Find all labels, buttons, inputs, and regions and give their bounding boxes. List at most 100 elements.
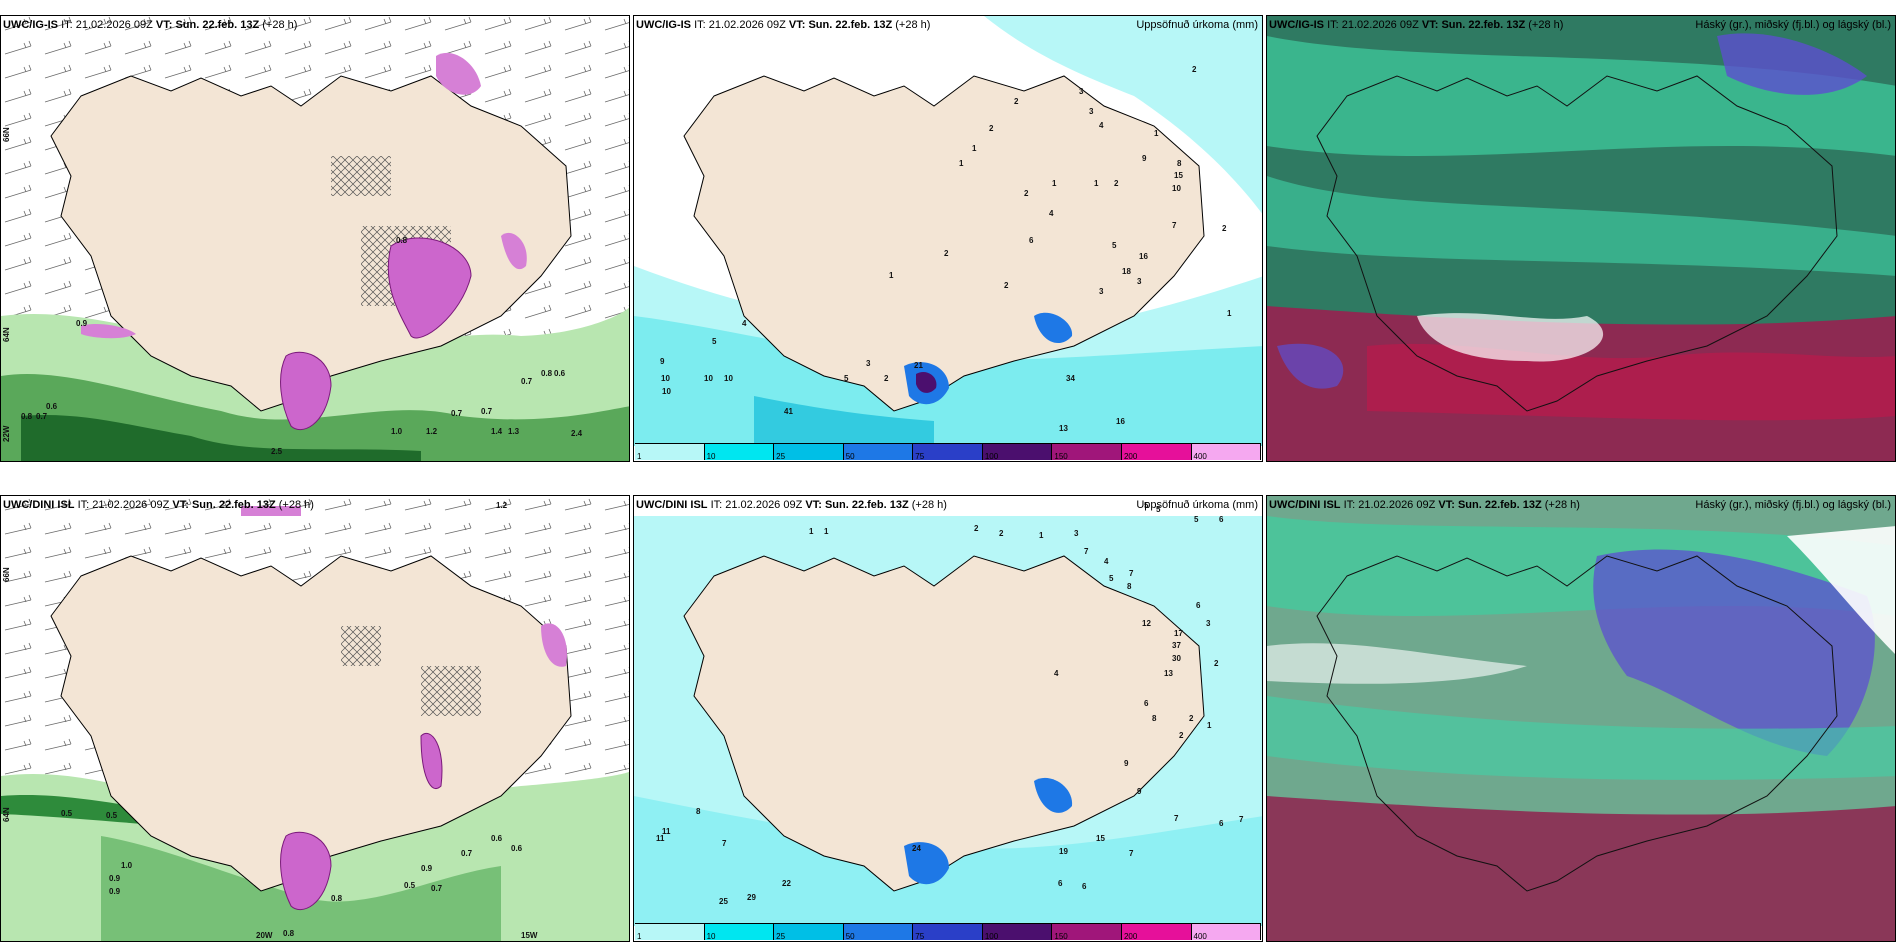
panel-wind-precip-dini: UWC/DINI ISL IT: 21.02.2026 09Z VT: Sun.…	[0, 495, 630, 942]
svg-text:0.6: 0.6	[511, 844, 523, 853]
svg-text:66N: 66N	[2, 127, 11, 142]
legend-cell: 100	[982, 444, 1053, 461]
svg-text:5: 5	[1109, 574, 1114, 583]
svg-text:5: 5	[1156, 505, 1161, 514]
svg-text:2: 2	[1004, 281, 1009, 290]
svg-text:0.7: 0.7	[431, 884, 443, 893]
svg-text:2.5: 2.5	[271, 447, 283, 456]
svg-text:5: 5	[712, 337, 717, 346]
svg-text:0.7: 0.7	[461, 849, 473, 858]
svg-text:0.9: 0.9	[421, 864, 433, 873]
svg-text:7: 7	[1129, 569, 1134, 578]
svg-text:1.0: 1.0	[391, 427, 403, 436]
svg-text:0.9: 0.9	[109, 874, 121, 883]
svg-text:2: 2	[1214, 659, 1219, 668]
svg-text:10: 10	[724, 374, 733, 383]
map-svg: 0.8 0.6 0.7 0.9 0.8 0.7 0.7 1.0 1.2 0.7 …	[1, 16, 629, 461]
panel-header: UWC/IG-IS IT: 21.02.2026 09Z VT: Sun. 22…	[1269, 19, 1564, 31]
svg-text:2: 2	[1192, 65, 1197, 74]
svg-text:13: 13	[1164, 669, 1173, 678]
legend-cell: 1	[635, 444, 705, 461]
legend-cell: 10	[704, 444, 775, 461]
svg-text:0.5: 0.5	[404, 881, 416, 890]
svg-text:15W: 15W	[521, 931, 538, 940]
svg-text:2: 2	[1114, 179, 1119, 188]
svg-text:11: 11	[656, 834, 665, 843]
legend-cell: 75	[913, 924, 983, 941]
svg-text:0.7: 0.7	[521, 377, 533, 386]
svg-text:8: 8	[1152, 714, 1157, 723]
svg-text:22: 22	[782, 879, 791, 888]
svg-text:0.6: 0.6	[554, 369, 566, 378]
svg-text:1.2: 1.2	[426, 427, 438, 436]
legend-cell: 150	[1052, 444, 1122, 461]
map-svg	[1267, 16, 1895, 461]
svg-text:7: 7	[1239, 815, 1244, 824]
panel-cloud-dini: UWC/DINI ISL IT: 21.02.2026 09Z VT: Sun.…	[1266, 495, 1896, 942]
legend-label: 150	[1054, 452, 1068, 461]
legend-label: 400	[1193, 932, 1207, 941]
svg-text:21: 21	[914, 361, 923, 370]
svg-text:3: 3	[1079, 87, 1084, 96]
svg-text:9: 9	[1124, 759, 1129, 768]
legend-cell: 75	[913, 444, 983, 461]
svg-text:15: 15	[1174, 171, 1183, 180]
svg-text:2: 2	[1222, 224, 1227, 233]
svg-text:8: 8	[1177, 159, 1182, 168]
svg-text:2: 2	[1014, 97, 1019, 106]
svg-text:30: 30	[1172, 654, 1181, 663]
svg-text:25: 25	[719, 897, 728, 906]
panel-header: UWC/DINI ISL IT: 21.02.2026 09Z VT: Sun.…	[3, 499, 314, 511]
legend-label: 200	[1123, 932, 1138, 941]
svg-text:4: 4	[1049, 209, 1054, 218]
svg-text:13: 13	[1059, 424, 1068, 433]
panel-title-right: Uppsöfnuð úrkoma (mm)	[1136, 499, 1258, 511]
svg-text:22W: 22W	[2, 425, 11, 442]
svg-text:2: 2	[1024, 189, 1029, 198]
svg-text:0.6: 0.6	[491, 834, 503, 843]
svg-text:6: 6	[1058, 879, 1063, 888]
svg-text:3: 3	[1137, 277, 1142, 286]
svg-text:24: 24	[912, 844, 921, 853]
iceland-land	[50, 555, 572, 892]
legend-cell: 10	[704, 924, 775, 941]
svg-text:15: 15	[1096, 834, 1105, 843]
svg-text:12: 12	[1142, 619, 1151, 628]
legend-label: 100	[984, 932, 999, 941]
svg-text:6: 6	[1144, 699, 1149, 708]
svg-text:1: 1	[1052, 179, 1057, 188]
svg-text:7: 7	[1172, 221, 1177, 230]
svg-text:9: 9	[1137, 787, 1142, 796]
map-svg: 2 3 3 4 2 2 1 1 2 1 1 1 9 8 15 10 7 2 4 …	[634, 16, 1262, 446]
iceland-land	[50, 75, 572, 412]
svg-text:6: 6	[1082, 882, 1087, 891]
svg-text:1.2: 1.2	[496, 501, 508, 510]
panel-header: UWC/DINI ISL IT: 21.02.2026 09Z VT: Sun.…	[1269, 499, 1580, 511]
svg-text:9: 9	[660, 357, 665, 366]
svg-text:1: 1	[1154, 129, 1159, 138]
svg-text:1.3: 1.3	[508, 427, 520, 436]
legend-label: 10	[706, 932, 716, 941]
legend-label: 25	[776, 452, 786, 461]
legend-cell: 200	[1121, 444, 1192, 461]
svg-text:7: 7	[1174, 814, 1179, 823]
legend-label: 150	[1054, 932, 1068, 941]
legend-label: 50	[845, 932, 855, 941]
legend-label: 1	[637, 452, 642, 461]
svg-text:0.9: 0.9	[76, 319, 88, 328]
svg-text:19: 19	[1059, 847, 1068, 856]
panel-header: UWC/DINI ISL IT: 21.02.2026 09Z VT: Sun.…	[636, 499, 947, 511]
precip-values: 5 5 6 5 2 2 1 1 1 3 7 4 5 7 8 6 12 17 37…	[656, 501, 1244, 906]
legend-cell: 25	[774, 924, 844, 941]
svg-text:16: 16	[1139, 252, 1148, 261]
legend-cell: 100	[982, 924, 1053, 941]
svg-text:2: 2	[974, 524, 979, 533]
svg-text:1.4: 1.4	[491, 427, 503, 436]
iceland-land	[1316, 75, 1838, 412]
svg-text:8: 8	[696, 807, 701, 816]
svg-text:2: 2	[944, 249, 949, 258]
legend-cell: 50	[843, 924, 914, 941]
svg-text:0.7: 0.7	[451, 409, 463, 418]
svg-text:1: 1	[889, 271, 894, 280]
precip-legend: 1 10 25 50 75 100 150 200 400	[635, 923, 1262, 941]
